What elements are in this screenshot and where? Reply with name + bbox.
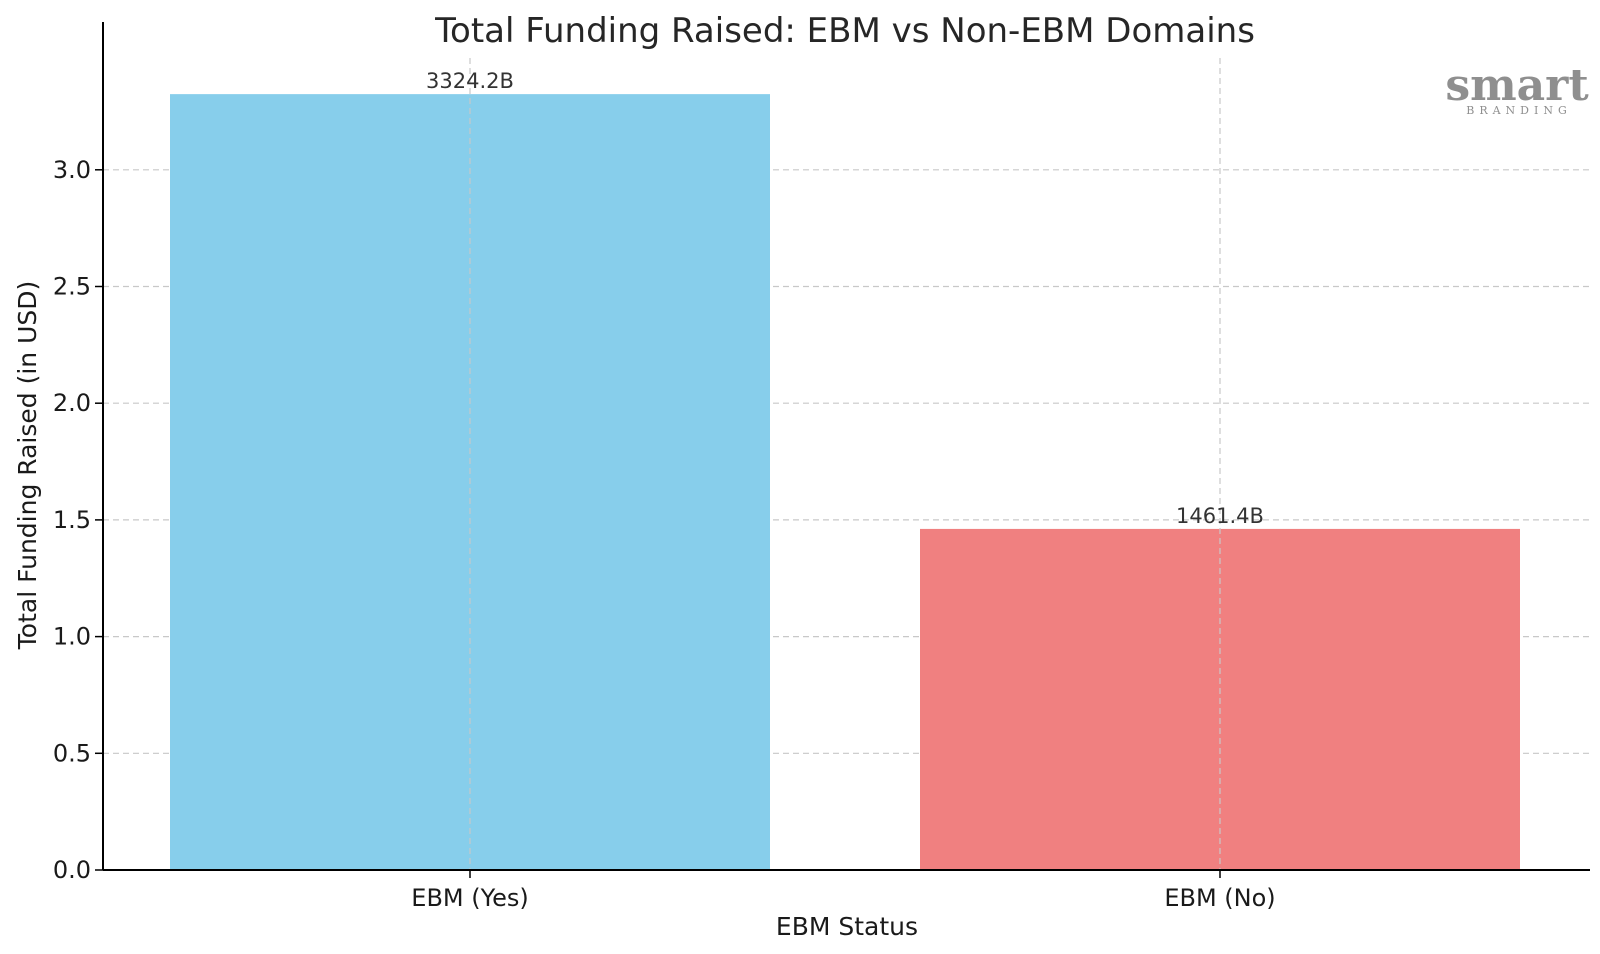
x-axis-label: EBM Status <box>776 912 918 941</box>
bar-data-label: 1461.4B <box>1176 504 1264 528</box>
watermark-sub-text: BRANDING <box>1466 104 1572 117</box>
x-tick-label: EBM (No) <box>1164 884 1275 912</box>
y-tick-label: 1.5 <box>53 506 91 534</box>
chart-title: Total Funding Raised: EBM vs Non-EBM Dom… <box>434 11 1255 51</box>
grid <box>103 169 1590 754</box>
y-tick-label: 2.5 <box>53 273 91 301</box>
x-tick-label: EBM (Yes) <box>411 884 528 912</box>
y-tick-label: 0.0 <box>53 856 91 884</box>
x-ticks: EBM (Yes) EBM (No) <box>411 870 1276 912</box>
bar-data-label: 3324.2B <box>426 69 514 93</box>
watermark-main-text: smart <box>1445 60 1589 111</box>
y-axis-label: Total Funding Raised (in USD) <box>13 281 42 650</box>
smart-branding-logo: smart BRANDING <box>1445 60 1589 117</box>
y-tick-label: 2.0 <box>53 389 91 417</box>
bar-labels: 3324.2B 1461.4B <box>426 58 1264 870</box>
y-tick-label: 0.5 <box>53 739 91 767</box>
y-tick-label: 1.0 <box>53 623 91 651</box>
y-ticks: 0.0 0.5 1.0 1.5 2.0 2.5 3.0 <box>53 156 103 884</box>
y-tick-label: 3.0 <box>53 156 91 184</box>
